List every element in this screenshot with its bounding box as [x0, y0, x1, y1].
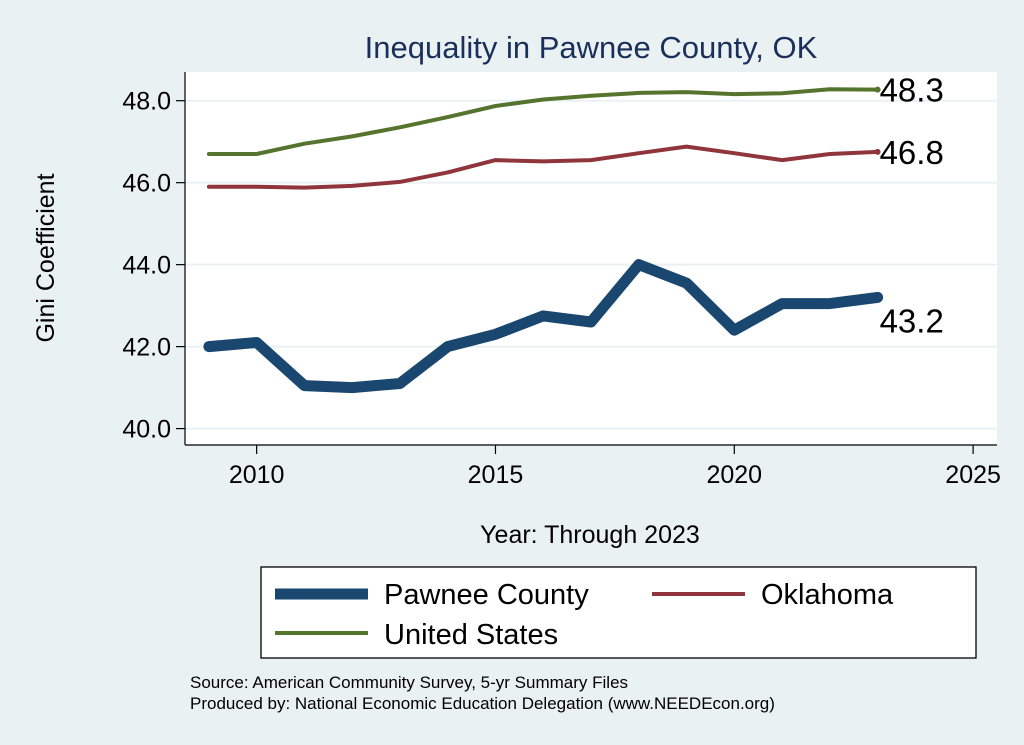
y-tick-label: 44.0 [122, 252, 171, 280]
x-tick-label: 2025 [945, 461, 1001, 489]
legend-label-oklahoma: Oklahoma [761, 579, 894, 611]
end-label-pawnee-county: 43.2 [880, 302, 944, 339]
source-note: Source: American Community Survey, 5-yr … [190, 673, 628, 692]
series-line-oklahoma [206, 144, 880, 190]
y-tick-label: 40.0 [122, 416, 171, 444]
end-label-oklahoma: 46.8 [880, 134, 944, 171]
x-tick-label: 2015 [468, 461, 524, 489]
legend-label-pawnee-county: Pawnee County [384, 579, 589, 611]
series-end-point-united-states [874, 86, 881, 93]
series-end-point-oklahoma [874, 148, 881, 155]
legend: Pawnee County Oklahoma United States [260, 566, 977, 659]
chart-title: Inequality in Pawnee County, OK [365, 30, 818, 65]
series-line-united-states [206, 87, 880, 156]
y-tick-label: 42.0 [122, 334, 171, 362]
end-labels: 43.2 46.8 48.3 [880, 72, 944, 340]
series-line-pawnee-county [203, 259, 884, 394]
series-end-point-pawnee-county [874, 294, 881, 301]
gridlines [185, 99, 997, 430]
x-axis-title: Year: Through 2023 [480, 521, 700, 549]
x-tick-label: 2020 [706, 461, 762, 489]
legend-box [260, 566, 977, 659]
y-tick-label: 46.0 [122, 170, 171, 198]
legend-label-united-states: United States [384, 619, 558, 651]
x-tick-label: 2010 [229, 461, 285, 489]
axes: 40.0 42.0 44.0 46.0 48.0 2010 2015 2020 2025 [122, 72, 1001, 489]
end-label-united-states: 48.3 [880, 72, 944, 109]
series-lines [203, 86, 884, 394]
y-axis-title: Gini Coefficient [32, 173, 60, 342]
y-tick-label: 48.0 [122, 88, 171, 116]
producer-note: Produced by: National Economic Education… [190, 694, 775, 713]
